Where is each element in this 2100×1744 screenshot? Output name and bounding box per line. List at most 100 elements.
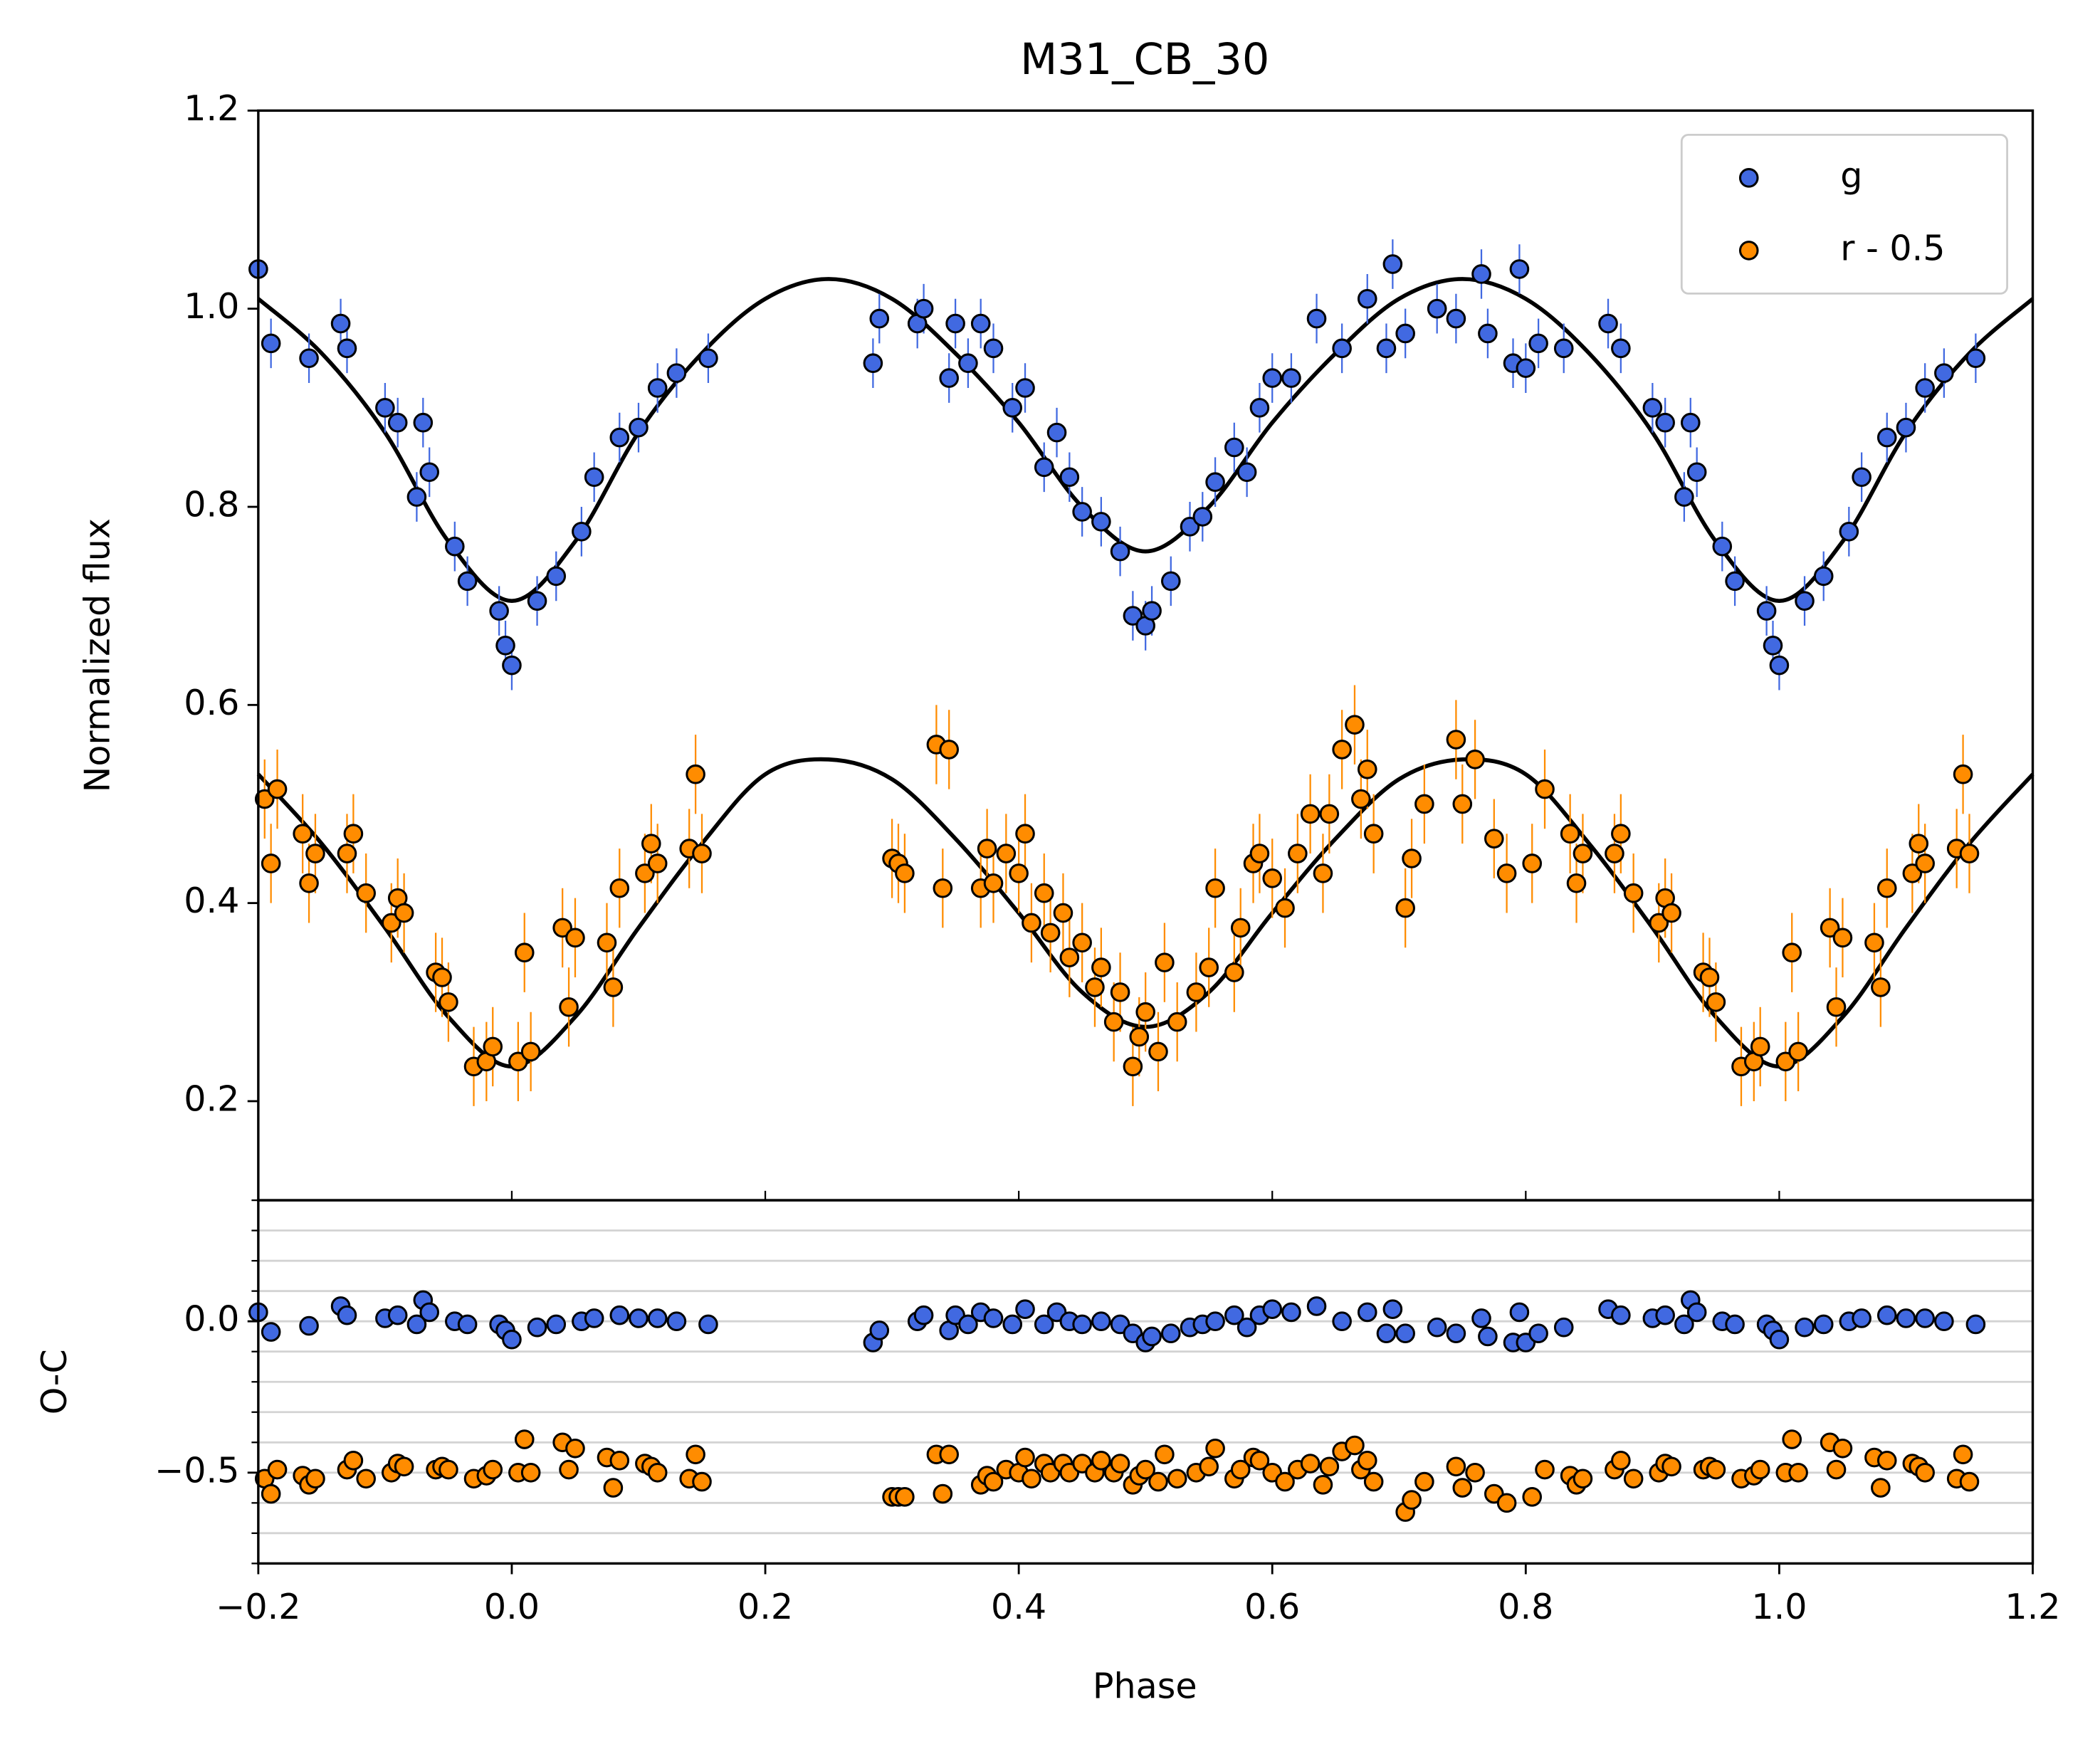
data-point <box>514 942 535 963</box>
data-point <box>1680 412 1701 433</box>
residual-point <box>1376 1323 1397 1344</box>
residual-point <box>1249 1450 1270 1471</box>
residual-point <box>869 1320 890 1340</box>
residual-point <box>502 1329 522 1350</box>
residual-point <box>1852 1308 1871 1328</box>
residual-point <box>1965 1314 1986 1335</box>
data-point <box>1509 259 1530 279</box>
x-tick-label: 0.0 <box>484 1586 540 1627</box>
y-tick-label: −0.5 <box>154 1449 239 1491</box>
data-point <box>1110 541 1130 562</box>
data-point <box>527 591 547 611</box>
data-point <box>337 338 357 359</box>
data-point <box>261 333 281 354</box>
data-point <box>1103 1012 1124 1032</box>
data-point <box>1516 358 1536 378</box>
data-point <box>939 368 959 388</box>
residual-point <box>1655 1305 1675 1325</box>
residual-point <box>1876 1305 1897 1325</box>
residual-point <box>1357 1302 1377 1323</box>
data-point <box>1756 601 1777 621</box>
residual-point <box>983 1471 1004 1492</box>
data-point <box>1319 804 1340 824</box>
data-point <box>1275 898 1295 918</box>
residual-point <box>1135 1459 1155 1480</box>
data-point <box>698 348 718 369</box>
data-point <box>1699 967 1720 987</box>
data-point <box>413 412 434 433</box>
residual-point <box>1395 1323 1415 1344</box>
data-point <box>1965 348 1986 369</box>
residual-point <box>483 1459 503 1480</box>
y-tick-label: 1.0 <box>184 285 239 327</box>
chart-title: M31_CB_30 <box>1020 35 1269 85</box>
data-point <box>387 412 408 433</box>
residual-point <box>457 1314 478 1335</box>
data-point <box>1775 1051 1796 1072</box>
data-point <box>1953 764 1973 784</box>
data-point <box>1915 853 1935 873</box>
data-point <box>1471 264 1491 284</box>
data-point <box>343 824 364 844</box>
residual-point <box>1915 1308 1935 1328</box>
data-point <box>406 487 427 507</box>
residual-point <box>647 1308 668 1328</box>
data-point <box>977 839 997 858</box>
data-point <box>1876 427 1897 448</box>
data-point <box>1496 863 1517 883</box>
data-point <box>1655 412 1675 433</box>
x-axis-label: Phase <box>1093 1666 1197 1707</box>
data-point <box>1224 962 1244 982</box>
data-point <box>584 467 604 488</box>
residual-point <box>1611 1450 1631 1471</box>
residual-point <box>1769 1329 1790 1350</box>
data-point <box>1528 333 1548 354</box>
x-tick-label: −0.2 <box>216 1586 300 1627</box>
residual-point <box>299 1315 319 1336</box>
residual-point <box>1306 1296 1327 1316</box>
data-point <box>1180 517 1200 537</box>
data-point <box>869 308 890 329</box>
data-point <box>1262 368 1283 388</box>
residual-point <box>609 1305 630 1325</box>
data-point <box>1826 997 1847 1017</box>
data-point <box>559 997 579 1017</box>
residual-point <box>1953 1444 1973 1465</box>
data-point <box>1896 417 1916 438</box>
data-point <box>267 779 288 799</box>
residual-point <box>520 1463 541 1483</box>
data-point <box>1871 977 1891 997</box>
residual-point <box>895 1487 915 1507</box>
residual-point <box>1871 1478 1891 1498</box>
residual-point <box>305 1469 325 1489</box>
residual-point <box>1160 1323 1181 1344</box>
data-point <box>1205 878 1225 898</box>
residual-point <box>1915 1463 1935 1483</box>
residual-point <box>1199 1456 1219 1477</box>
residual-point <box>1452 1478 1473 1498</box>
residual-point <box>1623 1469 1644 1489</box>
data-point <box>913 298 934 319</box>
data-point <box>1376 338 1397 359</box>
data-point <box>686 764 705 784</box>
residual-point <box>1281 1302 1301 1323</box>
residual-point <box>1535 1459 1555 1480</box>
data-point <box>933 878 953 898</box>
residual-point <box>1725 1314 1745 1335</box>
y-tick-label: 0.8 <box>184 484 239 525</box>
residual-point <box>1478 1326 1498 1347</box>
data-point <box>647 378 668 398</box>
data-point <box>1452 794 1473 814</box>
residual-point <box>1573 1469 1593 1489</box>
data-point <box>445 536 465 557</box>
residual-point <box>439 1459 458 1480</box>
data-point <box>1820 918 1840 938</box>
data-point <box>1598 313 1618 334</box>
data-point <box>337 844 357 863</box>
y-tick-label: 0.2 <box>184 1078 239 1119</box>
data-point <box>635 863 655 883</box>
residual-point <box>629 1308 649 1328</box>
y-tick-label: 0.6 <box>184 682 239 723</box>
residual-point <box>1706 1459 1726 1480</box>
